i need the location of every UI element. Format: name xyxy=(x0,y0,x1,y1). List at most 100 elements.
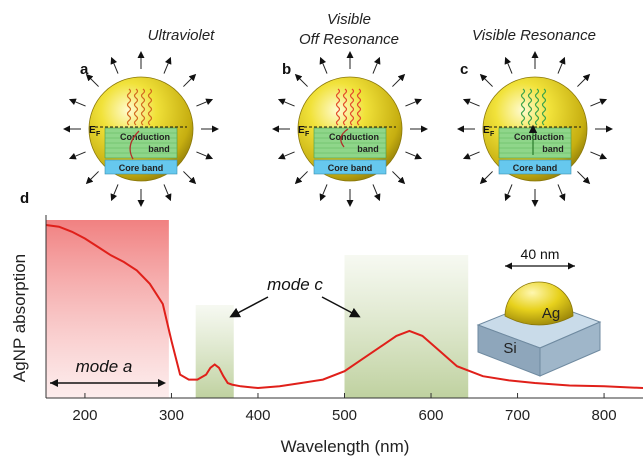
fermi-subscript: F xyxy=(305,131,310,138)
conduction-label: Conduction xyxy=(329,132,379,142)
emission-arrow xyxy=(392,73,406,87)
si-label: Si xyxy=(503,340,516,357)
photon-wave xyxy=(147,88,153,126)
mode-c-label: mode c xyxy=(267,275,323,294)
emission-arrow xyxy=(68,151,86,160)
x-tick-label: 700 xyxy=(505,407,530,424)
panel-letter-c: c xyxy=(460,61,468,78)
photon-wave xyxy=(335,88,341,126)
panel-letter-d: d xyxy=(20,190,29,207)
shaded-band-uv xyxy=(46,220,169,398)
photon-wave xyxy=(140,88,146,126)
emission-arrow xyxy=(577,73,591,87)
core-band-box xyxy=(498,159,572,175)
emission-arrow xyxy=(479,73,493,87)
mode-a-label: mode a xyxy=(76,357,133,376)
inset-ag-on-si: 40 nm Ag Si xyxy=(476,246,602,377)
emission-arrow xyxy=(479,171,493,185)
panel-letter-b: b xyxy=(282,61,291,78)
fermi-label: E xyxy=(298,125,305,136)
photon-wave xyxy=(342,88,348,126)
absorption-curve xyxy=(45,224,643,390)
emission-arrow xyxy=(183,73,197,87)
shaded-bands xyxy=(46,220,469,398)
panel-title-b: Off Resonance xyxy=(299,31,399,48)
mode-c-arrow-left xyxy=(229,296,269,318)
photon-wave xyxy=(349,88,355,126)
conduction-label: band xyxy=(357,144,379,154)
fermi-label: E xyxy=(483,125,490,136)
emission-arrow xyxy=(196,151,214,160)
emission-arrow xyxy=(294,73,308,87)
x-tick-label: 400 xyxy=(245,407,270,424)
panel-title-a: Ultraviolet xyxy=(148,27,216,44)
emission-arrow xyxy=(462,151,480,160)
emission-arrow xyxy=(557,184,566,202)
emission-arrow xyxy=(85,171,99,185)
emission-arrow xyxy=(392,171,406,185)
emission-arrow xyxy=(372,184,381,202)
core-band-label: Core band xyxy=(513,163,558,173)
y-axis-label: AgNP absorption xyxy=(10,254,29,382)
mode-a-arrow-right-head xyxy=(158,379,166,387)
photon-wave xyxy=(520,88,526,126)
core-band-box xyxy=(104,159,178,175)
x-tick-label: 600 xyxy=(419,407,444,424)
x-tick-label: 500 xyxy=(332,407,357,424)
photon-wave xyxy=(356,88,362,126)
mode-c-arrow-right xyxy=(321,296,361,318)
emission-arrow xyxy=(372,56,381,74)
emission-arrow xyxy=(405,98,423,107)
emission-arrow xyxy=(577,171,591,185)
emission-arrow xyxy=(196,98,214,107)
x-tick-label: 800 xyxy=(592,407,617,424)
emission-arrow xyxy=(163,184,172,202)
emission-arrow xyxy=(504,56,513,74)
x-axis-label: Wavelength (nm) xyxy=(281,437,410,456)
x-tick-label: 300 xyxy=(159,407,184,424)
emission-arrow xyxy=(557,56,566,74)
core-band-label: Core band xyxy=(328,163,373,173)
fermi-subscript: F xyxy=(96,131,101,138)
excitation-arrow xyxy=(129,130,140,160)
fermi-subscript: F xyxy=(490,131,495,138)
mode-a-arrow-left-head xyxy=(50,379,58,387)
emission-arrow xyxy=(277,151,295,160)
emission-arrow xyxy=(590,151,608,160)
emission-arrow xyxy=(294,171,308,185)
emission-arrow xyxy=(590,98,608,107)
emission-arrow xyxy=(319,184,328,202)
size-arrow-left-head xyxy=(505,262,512,270)
photon-wave xyxy=(126,88,132,126)
emission-arrow xyxy=(163,56,172,74)
emission-arrow xyxy=(110,184,119,202)
photon-wave xyxy=(133,88,139,126)
panel-letter-a: a xyxy=(80,61,89,78)
size-arrow-right-head xyxy=(568,262,575,270)
ag-nanoparticle-dome xyxy=(504,281,574,326)
x-tick-label: 200 xyxy=(72,407,97,424)
conduction-label: Conduction xyxy=(120,132,170,142)
panel-a: Ultraviolet a Conduction band Core band E F xyxy=(63,27,219,207)
conduction-label: band xyxy=(542,144,564,154)
emission-arrow xyxy=(68,98,86,107)
emission-arrow xyxy=(183,171,197,185)
conduction-label: band xyxy=(148,144,170,154)
excitation-arrow xyxy=(340,128,349,148)
emission-arrow xyxy=(319,56,328,74)
si-substrate-right xyxy=(539,321,601,377)
size-label: 40 nm xyxy=(521,246,560,262)
photon-wave xyxy=(541,88,547,126)
panel-title-b: Visible xyxy=(327,11,371,28)
photon-wave xyxy=(527,88,533,126)
core-band-label: Core band xyxy=(119,163,164,173)
fermi-label: E xyxy=(89,125,96,136)
photon-wave xyxy=(534,88,540,126)
emission-arrow xyxy=(277,98,295,107)
emission-arrow xyxy=(462,98,480,107)
emission-arrow xyxy=(504,184,513,202)
emission-arrow xyxy=(110,56,119,74)
core-band-box xyxy=(313,159,387,175)
